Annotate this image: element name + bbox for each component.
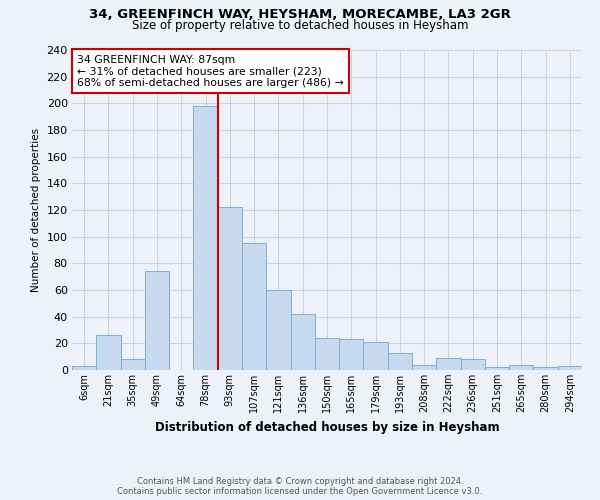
Bar [461,360,485,370]
Bar [364,342,388,370]
Bar [509,364,533,370]
Bar [485,368,509,370]
Y-axis label: Number of detached properties: Number of detached properties [31,128,41,292]
Bar [412,364,436,370]
Bar [315,338,339,370]
Bar [121,360,145,370]
Bar [290,314,315,370]
Bar [388,352,412,370]
Bar [72,366,96,370]
Bar [558,366,582,370]
Bar [96,336,121,370]
Bar [266,290,290,370]
Bar [242,244,266,370]
Bar [218,208,242,370]
Text: Size of property relative to detached houses in Heysham: Size of property relative to detached ho… [132,18,468,32]
Bar [145,272,169,370]
Bar [193,106,218,370]
Bar [436,358,461,370]
Bar [533,368,558,370]
Text: Contains HM Land Registry data © Crown copyright and database right 2024.
Contai: Contains HM Land Registry data © Crown c… [118,476,482,496]
Text: 34 GREENFINCH WAY: 87sqm
← 31% of detached houses are smaller (223)
68% of semi-: 34 GREENFINCH WAY: 87sqm ← 31% of detach… [77,55,344,88]
Text: 34, GREENFINCH WAY, HEYSHAM, MORECAMBE, LA3 2GR: 34, GREENFINCH WAY, HEYSHAM, MORECAMBE, … [89,8,511,20]
Bar [339,340,364,370]
X-axis label: Distribution of detached houses by size in Heysham: Distribution of detached houses by size … [155,420,499,434]
